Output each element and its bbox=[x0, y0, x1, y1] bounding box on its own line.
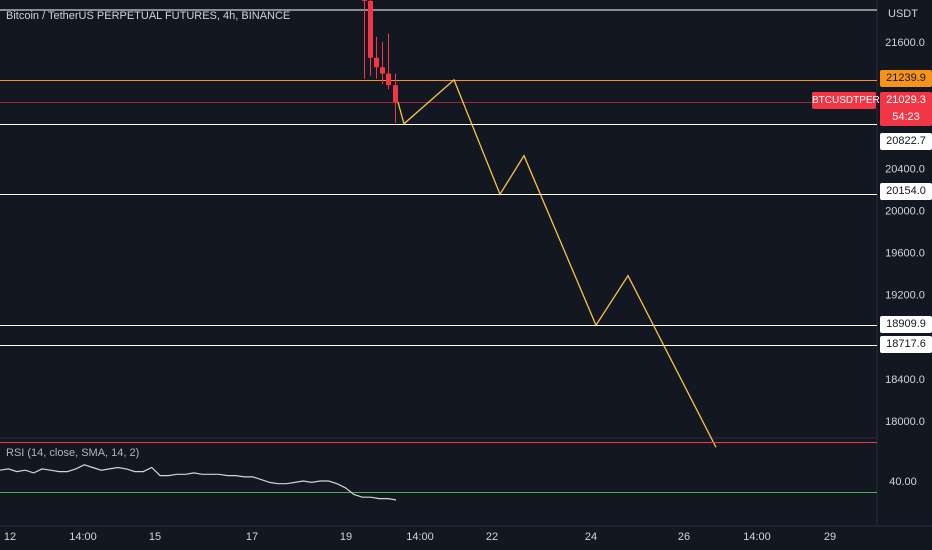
price-tick-label: 19600.0 bbox=[885, 248, 925, 260]
price-tick-label: 20400.0 bbox=[885, 163, 925, 175]
price-tick-label: 21600.0 bbox=[885, 37, 925, 49]
time-tick-label: 29 bbox=[824, 531, 836, 543]
current-price: 21029.3 bbox=[886, 94, 926, 106]
price-badge-20154: 20154.0 bbox=[880, 183, 932, 200]
price-badge-20822: 20822.7 bbox=[880, 133, 932, 150]
time-tick-label: 14:00 bbox=[69, 531, 97, 543]
rsi-line bbox=[0, 464, 397, 501]
time-tick-label: 19 bbox=[340, 531, 352, 543]
price-badge-18717: 18717.6 bbox=[880, 336, 932, 353]
price-tick-label: 20000.0 bbox=[885, 205, 925, 217]
projection-path bbox=[397, 78, 717, 448]
currency-label: USDT bbox=[888, 8, 918, 20]
candle-countdown: 54:23 bbox=[892, 111, 920, 123]
time-tick-label: 24 bbox=[585, 531, 597, 543]
candle-body bbox=[380, 67, 385, 74]
price-tick-label: 19200.0 bbox=[885, 290, 925, 302]
current-price-badge: 21029.3 54:23 bbox=[880, 92, 932, 126]
rsi-tick-label: 40.00 bbox=[889, 476, 917, 488]
time-tick-label: 17 bbox=[246, 531, 258, 543]
time-tick-label: 14:00 bbox=[743, 531, 771, 543]
rsi-label: RSI (14, close, SMA, 14, 2) bbox=[6, 447, 140, 459]
symbol-badge: BTCUSDTPERP bbox=[812, 92, 886, 109]
price-tick-label: 18000.0 bbox=[885, 416, 925, 428]
candle-body bbox=[393, 85, 398, 103]
price-badge-21239: 21239.9 bbox=[880, 70, 932, 87]
candle-body bbox=[368, 0, 373, 58]
candle-body bbox=[386, 73, 391, 86]
price-tick-label: 18400.0 bbox=[885, 374, 925, 386]
time-tick-label: 15 bbox=[149, 531, 161, 543]
time-tick-label: 12 bbox=[4, 531, 16, 543]
time-tick-label: 22 bbox=[486, 531, 498, 543]
time-tick-label: 26 bbox=[678, 531, 690, 543]
candle-body bbox=[362, 0, 367, 1]
time-tick-label: 14:00 bbox=[406, 531, 434, 543]
chart-title: Bitcoin / TetherUS PERPETUAL FUTURES, 4h… bbox=[6, 10, 291, 22]
price-badge-18909: 18909.9 bbox=[880, 316, 932, 333]
candle-body bbox=[374, 57, 379, 68]
